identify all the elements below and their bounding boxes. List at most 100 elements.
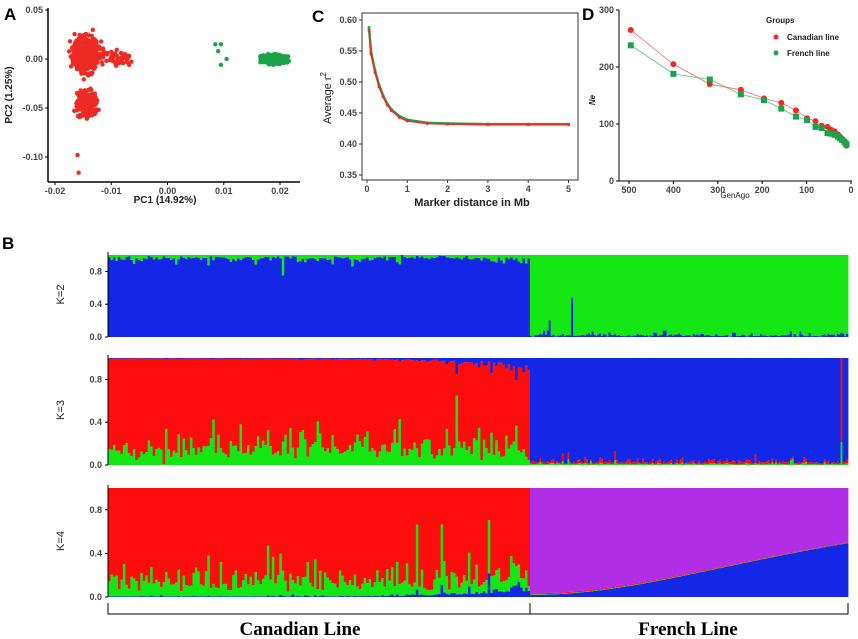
ancestry-bar-segment	[249, 454, 253, 465]
ancestry-bar-segment	[617, 587, 621, 597]
ancestry-bar-segment	[515, 488, 518, 567]
ancestry-bar-segment	[425, 257, 429, 337]
ancestry-bar-segment	[565, 593, 568, 594]
ancestry-bar-segment	[846, 463, 849, 465]
ancestry-bar-segment	[289, 258, 293, 337]
ancestry-bar-segment	[619, 587, 623, 597]
ancestry-bar-segment	[715, 464, 718, 465]
ancestry-bar-segment	[846, 543, 849, 597]
ancestry-bar-segment	[420, 443, 424, 465]
ancestry-bar-segment	[400, 255, 404, 337]
ancestry-bar-segment	[276, 596, 280, 597]
ancestry-bar-segment	[737, 563, 740, 564]
ancestry-bar-segment	[584, 462, 587, 465]
ancestry-bar-segment	[732, 565, 735, 597]
ancestry-bar-segment	[284, 256, 288, 337]
ancestry-bar-segment	[561, 461, 565, 465]
ancestry-bar-segment	[803, 336, 806, 337]
pca-point	[77, 37, 82, 42]
ancestry-bar-segment	[640, 463, 643, 464]
ancestry-bar-segment	[554, 594, 557, 597]
ancestry-bar-segment	[573, 464, 576, 465]
ancestry-bar-segment	[194, 567, 198, 597]
ancestry-bar-segment	[480, 460, 484, 465]
ancestry-bar-segment	[530, 594, 533, 595]
ancestry-bar-segment	[455, 576, 459, 595]
ancestry-bar-segment	[780, 555, 783, 597]
ancestry-bar-segment	[741, 563, 744, 597]
ancestry-bar-segment	[546, 593, 550, 595]
ancestry-bar-segment	[373, 257, 377, 337]
ancestry-bar-segment	[502, 456, 506, 465]
ancestry-bar-segment	[425, 358, 429, 362]
ancestry-bar-segment	[818, 255, 821, 337]
ancestry-bar-segment	[279, 358, 283, 456]
ancestry-bar-segment	[816, 255, 819, 336]
ancestry-bar-segment	[670, 358, 673, 460]
ancestry-bar-segment	[510, 257, 514, 337]
ancestry-bar-segment	[120, 358, 124, 454]
ancestry-bar-segment	[328, 580, 332, 597]
ancestry-bar-segment	[207, 255, 211, 266]
ancestry-bar-segment	[711, 459, 714, 464]
ancestry-bar-segment	[664, 488, 667, 579]
ancestry-bar-segment	[823, 462, 826, 465]
ancestry-bar-segment	[608, 463, 611, 465]
ancestry-bar-segment	[632, 461, 636, 464]
ancestry-bar-segment	[179, 256, 183, 337]
ancestry-bar-segment	[316, 421, 320, 465]
ancestry-bar-segment	[222, 584, 226, 597]
ancestry-bar-segment	[539, 488, 542, 594]
ancestry-bar-segment	[621, 358, 624, 463]
ancestry-bar-segment	[563, 255, 566, 337]
ancestry-bar-segment	[281, 255, 285, 276]
ancestry-bar-segment	[351, 596, 355, 597]
ancestry-bar-segment	[530, 335, 533, 337]
ancestry-bar-segment	[378, 451, 382, 465]
ancestry-bar-segment	[541, 488, 544, 594]
ancestry-bar-segment	[601, 335, 604, 337]
ancestry-bar-segment	[786, 335, 789, 337]
ancestry-bar-segment	[239, 488, 243, 588]
pca-point	[111, 54, 116, 59]
ancestry-bar-segment	[418, 586, 422, 595]
pca-point	[215, 48, 221, 54]
ancestry-bar-segment	[281, 358, 285, 442]
ancestry-bar-segment	[780, 554, 783, 555]
ancestry-bar-segment	[209, 358, 213, 359]
ancestry-bar-segment	[559, 592, 563, 594]
k-label: K=3	[55, 400, 67, 420]
ancestry-bar-segment	[296, 358, 300, 359]
ancestry-bar-segment	[558, 335, 561, 337]
ancestry-bar-segment	[791, 456, 795, 459]
pca-point	[71, 58, 77, 63]
ne-point	[818, 124, 825, 131]
ancestry-bar-segment	[445, 593, 449, 597]
ancestry-bar-segment	[804, 255, 808, 337]
ancestry-bar-segment	[801, 488, 804, 551]
ancestry-bar-segment	[563, 336, 566, 337]
ancestry-bar-segment	[155, 488, 159, 580]
ancestry-bar-segment	[539, 594, 542, 595]
ancestry-bar-segment	[520, 255, 523, 264]
ancestry-bar-segment	[482, 582, 486, 592]
ancestry-bar-segment	[234, 488, 238, 571]
ancestry-bar-segment	[844, 255, 847, 337]
ancestry-bar-segment	[801, 550, 804, 551]
ancestry-bar-segment	[584, 457, 587, 463]
ancestry-bar-segment	[207, 488, 211, 556]
ancestry-bar-segment	[472, 258, 476, 337]
ancestry-bar-segment	[632, 585, 636, 597]
ancestry-bar-segment	[746, 463, 750, 465]
ancestry-bar-segment	[115, 358, 119, 451]
ancestry-bar-segment	[668, 461, 671, 464]
ancestry-bar-segment	[348, 255, 352, 260]
ancestry-bar-segment	[816, 548, 819, 597]
ancestry-bar-segment	[346, 585, 350, 597]
ancestry-bar-segment	[531, 460, 535, 465]
ancestry-bar-segment	[410, 594, 414, 597]
ancestry-bar-segment	[631, 358, 634, 463]
ancestry-bar-segment	[115, 255, 119, 261]
ancestry-bar-segment	[522, 578, 526, 592]
